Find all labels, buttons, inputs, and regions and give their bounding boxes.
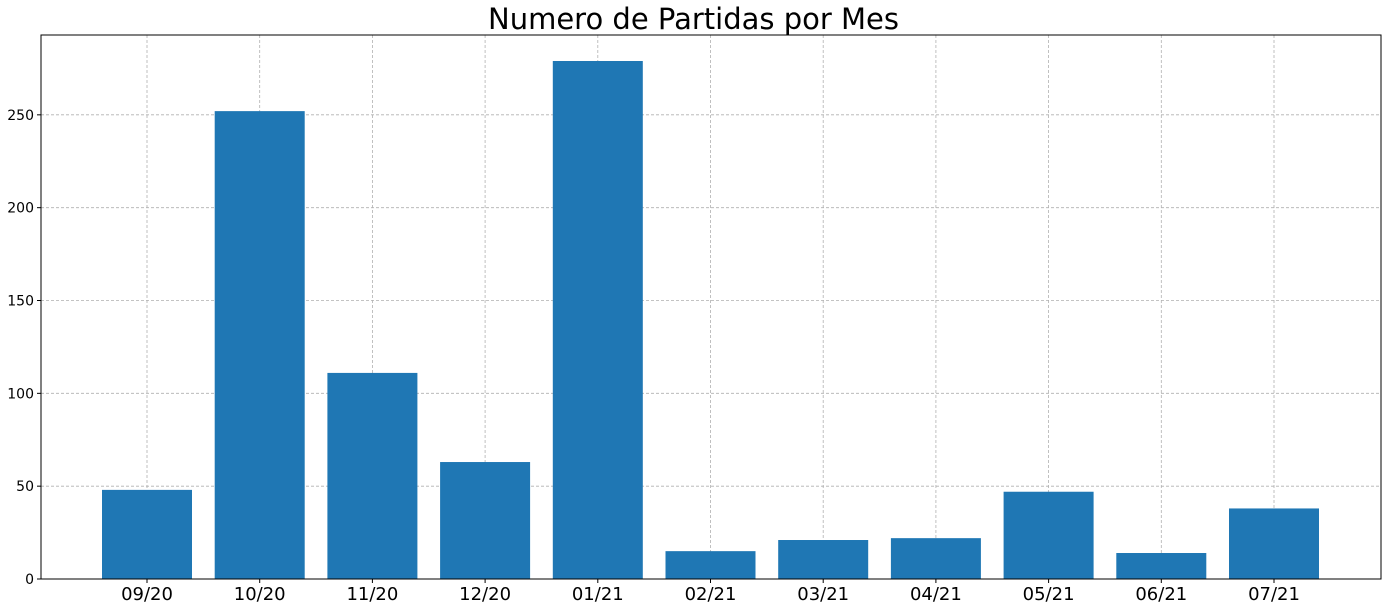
x-tick-label: 12/20	[459, 584, 511, 605]
plot-frame	[40, 34, 1382, 580]
label-layer: 0 50 100 150 200 250 09/20 10/20 11/20 12/20 01/21…	[7, 108, 1300, 605]
grid-layer	[41, 35, 1381, 579]
bar-10-20	[214, 111, 305, 579]
x-tick-label: 10/20	[234, 584, 286, 605]
y-tick-label: 0	[25, 572, 34, 588]
bar-04-21	[890, 538, 981, 579]
y-tick-label: 100	[7, 386, 34, 402]
bar-05-21	[1003, 491, 1094, 579]
bar-09-20	[102, 489, 192, 579]
bar-06-21	[1116, 553, 1207, 579]
y-tick-label: 250	[7, 108, 34, 124]
bar-11-20	[327, 372, 418, 579]
bar-02-21	[665, 551, 756, 579]
x-tick-label: 03/21	[797, 584, 849, 605]
chart-title: Numero de Partidas por Mes	[488, 2, 899, 36]
x-tick-label: 01/21	[572, 584, 624, 605]
x-tick-label: 04/21	[910, 584, 962, 605]
x-tick-label: 11/20	[346, 584, 398, 605]
bar-12-20	[440, 462, 531, 579]
y-tick-label: 200	[7, 201, 34, 217]
axes-layer	[37, 34, 1382, 583]
x-tick-label: 09/20	[121, 584, 173, 605]
y-tick-label: 50	[16, 479, 34, 495]
x-tick-label: 06/21	[1135, 584, 1187, 605]
bar-layer	[102, 60, 1319, 580]
x-tick-label: 07/21	[1248, 584, 1300, 605]
bar-01-21	[552, 60, 643, 580]
x-tick-label: 05/21	[1023, 584, 1075, 605]
bar-03-21	[778, 540, 869, 579]
y-tick-label: 150	[7, 294, 34, 310]
bar-07-21	[1229, 508, 1319, 579]
x-tick-label: 02/21	[685, 584, 737, 605]
